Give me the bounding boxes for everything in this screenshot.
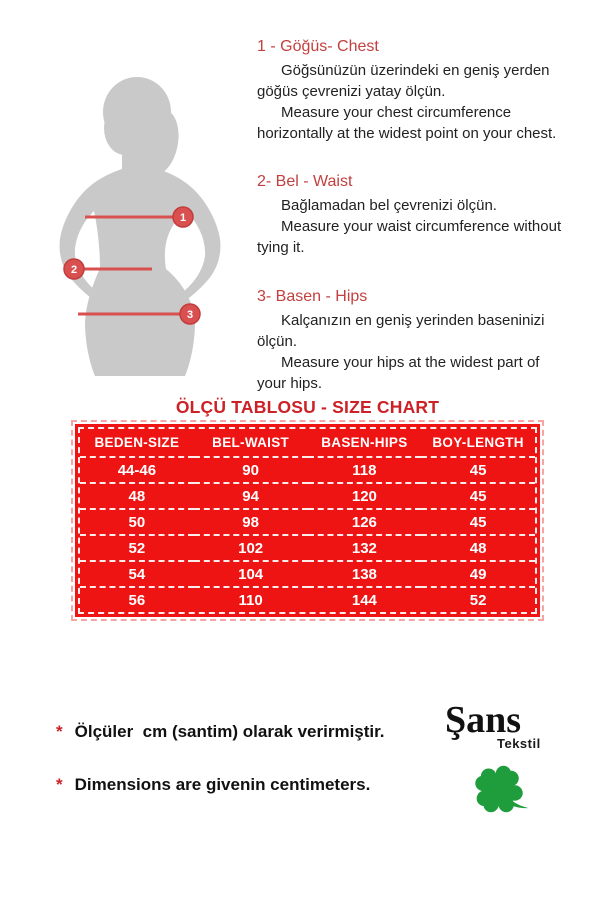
waist-heading: 2- Bel - Waist — [257, 173, 353, 190]
cell: 50 — [80, 509, 194, 536]
cell: 90 — [193, 457, 308, 484]
cell: 45 — [421, 483, 535, 510]
brand-name: Şans — [445, 699, 522, 741]
cell: 48 — [421, 535, 535, 562]
marker-2-label: 2 — [71, 264, 77, 276]
hips-marker-badge — [179, 303, 201, 325]
instruction-line: göğüs çevrenizi yatay ölçün. — [257, 83, 446, 100]
instruction-line: Measure your waist circumference without — [281, 218, 562, 235]
brand-logo: Şans Tekstil — [445, 700, 565, 831]
instruction-line: Göğsünüzün üzerindeki en geniş yerden — [281, 62, 550, 79]
instruction-line: tying it. — [257, 239, 305, 256]
note-text: Dimensions are givenin centimeters. — [74, 775, 371, 794]
table-row: 50 98 126 45 — [80, 509, 535, 536]
table-row: 44-46 90 118 45 — [80, 457, 535, 484]
cell: 118 — [307, 457, 422, 484]
hips-section: 3- Basen - Hips Kalçanızın en geniş yeri… — [257, 286, 593, 394]
cell: 138 — [307, 561, 422, 588]
cell: 94 — [193, 483, 308, 510]
four-leaf-clover-icon — [475, 765, 529, 813]
measurement-instructions: 1 - Göğüs- Chest Göğsünüzün üzerindeki e… — [257, 36, 593, 394]
col-beden-size: BEDEN-SIZE — [80, 429, 194, 458]
asterisk-marker: * — [56, 722, 63, 741]
brand-subname: Tekstil — [497, 736, 541, 751]
cell: 54 — [80, 561, 194, 588]
marker-3-label: 3 — [187, 309, 193, 321]
cell: 48 — [80, 483, 194, 510]
cell: 132 — [307, 535, 422, 562]
waist-section: 2- Bel - Waist Bağlamadan bel çevrenizi … — [257, 171, 593, 258]
hips-heading: 3- Basen - Hips — [257, 288, 368, 305]
chest-heading: 1 - Göğüs- Chest — [257, 38, 379, 55]
waist-marker-badge — [63, 258, 85, 280]
units-note-turkish: * Ölçüler cm (santim) olarak verirmiştir. — [56, 722, 385, 742]
cell: 44-46 — [80, 457, 194, 484]
cell: 120 — [307, 483, 422, 510]
body-silhouette-figure: 1 2 3 — [59, 77, 221, 376]
table-header-row: BEDEN-SIZE BEL-WAIST BASEN-HIPS BOY-LENG… — [80, 429, 535, 458]
cell: 56 — [128, 591, 146, 609]
instruction-line: horizontally at the widest point on your… — [257, 125, 557, 142]
table-row: 52 102 132 48 — [80, 535, 535, 562]
cell: 98 — [193, 509, 308, 536]
cell: 144 — [351, 591, 377, 609]
cell: 45 — [421, 457, 535, 484]
cell: 49 — [421, 561, 535, 588]
cell: 126 — [307, 509, 422, 536]
female-silhouette — [59, 77, 221, 376]
instruction-line: your hips. — [257, 375, 323, 392]
cell: 102 — [193, 535, 308, 562]
instruction-line: Measure your chest circumference — [281, 104, 512, 121]
cell: 52 — [469, 591, 487, 609]
table-row: 56 110 144 52 — [80, 587, 535, 612]
instruction-line: Measure your hips at the widest part of — [281, 354, 540, 371]
instruction-line: ölçün. — [257, 333, 298, 350]
size-chart-table: BEDEN-SIZE BEL-WAIST BASEN-HIPS BOY-LENG… — [71, 420, 544, 621]
cell: 45 — [421, 509, 535, 536]
instruction-line: Bağlamadan bel çevrenizi ölçün. — [281, 197, 497, 214]
cell: 104 — [193, 561, 308, 588]
marker-1-label: 1 — [180, 212, 186, 224]
table-row: 54 104 138 49 — [80, 561, 535, 588]
size-chart-title: ÖLÇÜ TABLOSU - SIZE CHART — [175, 397, 440, 417]
instruction-line: Kalçanızın en geniş yerinden baseninizi — [281, 312, 545, 329]
cell: 52 — [80, 535, 194, 562]
table-row: 48 94 120 45 — [80, 483, 535, 510]
chest-marker-badge — [172, 206, 194, 228]
col-basen-hips: BASEN-HIPS — [307, 429, 422, 458]
note-text: Ölçüler cm (santim) olarak verirmiştir. — [74, 722, 385, 741]
col-bel-waist: BEL-WAIST — [193, 429, 308, 458]
col-boy-length: BOY-LENGTH — [421, 429, 535, 458]
chest-section: 1 - Göğüs- Chest Göğsünüzün üzerindeki e… — [257, 36, 593, 144]
asterisk-marker: * — [56, 775, 63, 794]
cell: 110 — [238, 591, 263, 609]
units-note-english: * Dimensions are givenin centimeters. — [56, 775, 370, 795]
